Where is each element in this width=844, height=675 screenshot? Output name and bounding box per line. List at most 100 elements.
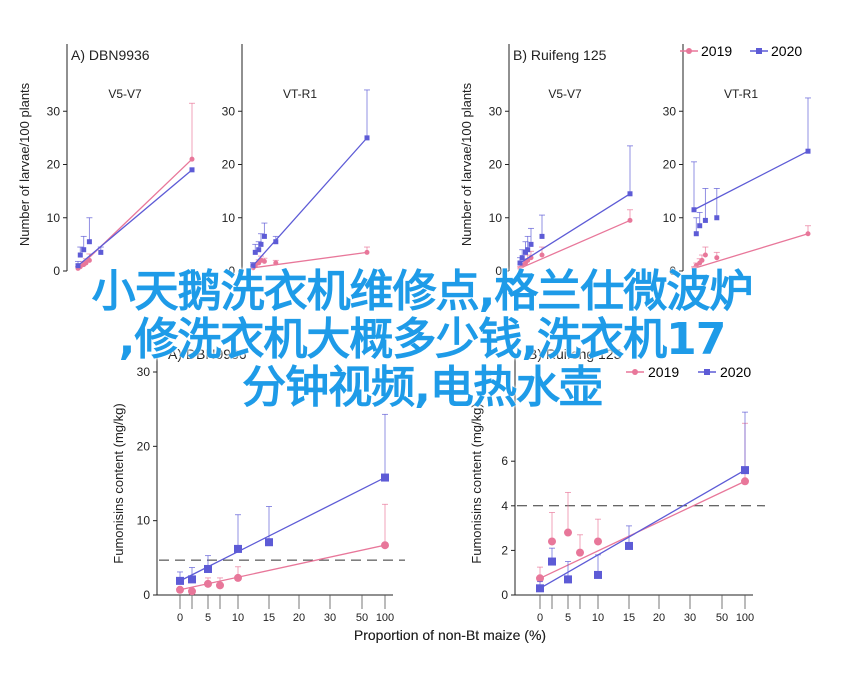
panel-subtitle: VT-R1 (724, 87, 758, 101)
data-point-2019 (805, 231, 811, 237)
series-trend-line-2019 (519, 219, 631, 269)
legend-label-2019: 2019 (701, 43, 732, 59)
x-tick-label: 100 (736, 612, 754, 624)
y-tick-label: 0 (53, 264, 60, 278)
data-point-2019 (273, 260, 279, 266)
legend-marker-2019-lower (632, 369, 638, 375)
data-point-2020 (691, 207, 697, 213)
data-point-2019 (539, 252, 545, 258)
data-point-2020 (693, 231, 699, 237)
y-tick-label: 4 (501, 499, 508, 513)
data-point-2020 (188, 575, 196, 584)
series-trend-line-2020 (179, 476, 386, 582)
legend-label-2020-lower: 2020 (720, 364, 751, 380)
x-tick-label: 50 (356, 612, 368, 624)
data-point-2020 (702, 217, 708, 223)
data-point-2020 (741, 466, 749, 475)
y-tick-label: 10 (47, 211, 61, 225)
x-tick-label: 15 (263, 612, 275, 624)
data-point-2019 (627, 217, 633, 223)
series-trend-line-2019 (252, 251, 368, 269)
data-point-2020 (697, 223, 703, 229)
chart-panel: 0 10 20 30 VT-R1 (663, 44, 811, 278)
data-point-2019 (693, 263, 699, 269)
overlay-text-line-1: 小天鹅洗衣机维修点,格兰仕微波炉 (91, 266, 754, 317)
x-tick-label: 30 (324, 612, 336, 624)
data-point-2020 (564, 575, 572, 584)
data-point-2019 (548, 537, 556, 546)
series-trend-line-2020 (519, 193, 631, 264)
y-tick-label: 0 (495, 264, 502, 278)
x-tick-label: 5 (565, 612, 571, 624)
y-tick-label: 30 (47, 104, 61, 118)
data-point-2019 (741, 477, 749, 486)
data-point-2019 (83, 260, 89, 266)
y-tick-label: 10 (137, 514, 151, 528)
chart-panel: 0 10 20 30 Number of larvae/100 plants B) Rui… (459, 44, 633, 278)
data-point-2020 (805, 148, 811, 154)
series-trend-line-2019 (693, 233, 809, 269)
data-point-2020 (86, 239, 92, 245)
data-point-2019 (594, 537, 602, 546)
data-point-2020 (98, 249, 104, 255)
data-point-2019 (576, 548, 584, 557)
y-tick-label: 30 (663, 104, 677, 118)
data-point-2019 (188, 587, 196, 596)
x-tick-label: 30 (684, 612, 696, 624)
y-tick-label: 20 (137, 439, 151, 453)
data-point-2019 (216, 581, 224, 590)
legend-marker-2020 (756, 48, 762, 54)
panel-title: B) Ruifeng 125 (513, 47, 607, 63)
x-tick-label: 50 (716, 612, 728, 624)
y-axis-label: Number of larvae/100 plants (459, 82, 474, 246)
data-point-2020 (594, 570, 602, 579)
data-point-2019 (702, 252, 708, 258)
legend-label-2020: 2020 (771, 43, 802, 59)
y-tick-label: 20 (489, 158, 503, 172)
data-point-2020 (256, 247, 262, 253)
data-point-2019 (381, 541, 389, 550)
data-point-2020 (525, 247, 531, 253)
panel-subtitle: VT-R1 (283, 87, 317, 101)
x-axis-label: Proportion of non-Bt maize (%) (354, 627, 546, 643)
data-point-2020 (252, 249, 258, 255)
x-tick-label: 5 (205, 612, 211, 624)
data-point-2020 (517, 260, 523, 266)
y-tick-label: 20 (47, 158, 61, 172)
data-point-2019 (364, 249, 370, 255)
data-point-2020 (204, 564, 212, 573)
y-tick-label: 10 (489, 211, 503, 225)
chart-panel: 0 10 20 30 Number of larvae/100 plants A) DBN… (17, 44, 195, 278)
data-point-2020 (75, 263, 81, 269)
y-tick-label: 20 (663, 158, 677, 172)
data-point-2019 (261, 258, 267, 264)
y-tick-label: 30 (489, 104, 503, 118)
y-tick-label: 10 (222, 211, 236, 225)
data-point-2019 (176, 585, 184, 594)
y-tick-label: 0 (669, 264, 676, 278)
y-axis-label: Number of larvae/100 plants (17, 82, 32, 246)
data-point-2020 (548, 557, 556, 566)
data-point-2020 (273, 239, 279, 245)
data-point-2020 (627, 191, 633, 197)
data-point-2020 (261, 233, 267, 239)
y-tick-label: 30 (222, 104, 236, 118)
legend: 2019 2020 2019 2020 (626, 43, 802, 380)
panel-title: A) DBN9936 (71, 47, 150, 63)
chart-panel: 0 2 4 6 Fumonisins content (mg/kg) B) Ruifeng… (354, 346, 765, 643)
y-tick-label: 10 (663, 211, 677, 225)
data-point-2019 (86, 257, 92, 263)
data-point-2020 (364, 135, 370, 141)
data-point-2020 (536, 584, 544, 593)
x-tick-label: 10 (232, 612, 244, 624)
panel-title: A) DBN9936 (168, 346, 247, 362)
y-axis-label: Fumonisins content (mg/kg) (469, 403, 484, 563)
data-point-2020 (77, 252, 83, 258)
x-tick-label: 15 (623, 612, 635, 624)
data-point-2020 (523, 249, 528, 255)
data-point-2020 (519, 255, 525, 261)
panel-title: B) Ruifeng 125 (528, 346, 622, 362)
data-point-2019 (536, 574, 544, 583)
